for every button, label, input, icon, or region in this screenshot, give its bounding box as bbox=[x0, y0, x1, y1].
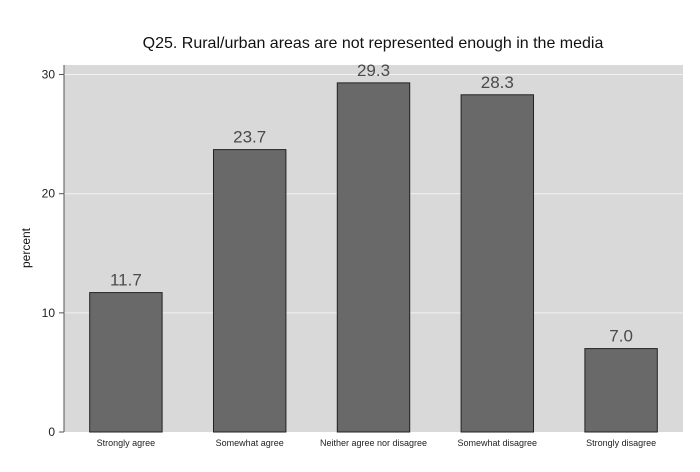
y-tick-label: 20 bbox=[42, 187, 56, 201]
x-tick-label: Somewhat agree bbox=[216, 438, 284, 448]
bar-neither-agree-nor-disagree bbox=[336, 82, 411, 433]
y-axis-title: percent bbox=[19, 227, 33, 268]
value-label: 28.3 bbox=[481, 73, 514, 92]
y-axis-ticks: 0 10 20 30 bbox=[42, 68, 64, 439]
value-label: 23.7 bbox=[233, 128, 266, 147]
chart-title: Q25. Rural/urban areas are not represent… bbox=[143, 35, 604, 52]
bar-somewhat-disagree bbox=[460, 94, 535, 433]
value-label: 7.0 bbox=[609, 327, 633, 346]
x-tick-label: Neither agree nor disagree bbox=[320, 438, 427, 448]
y-tick-label: 0 bbox=[48, 425, 55, 439]
x-tick-label: Strongly disagree bbox=[586, 438, 656, 448]
x-tick-label: Somewhat disagree bbox=[458, 438, 538, 448]
bar-strongly-agree bbox=[89, 292, 163, 433]
value-label: 11.7 bbox=[110, 271, 142, 290]
x-axis-tick-labels: Strongly agree Somewhat agree Neither agre… bbox=[97, 438, 656, 448]
value-labels: 11.7 23.7 29.3 28.3 7.0 bbox=[110, 61, 633, 346]
x-tick-label: Strongly agree bbox=[97, 438, 156, 448]
y-tick-label: 30 bbox=[42, 68, 56, 82]
value-label: 29.3 bbox=[357, 61, 390, 80]
bars bbox=[89, 82, 658, 433]
y-tick-label: 10 bbox=[42, 306, 56, 320]
bar-somewhat-agree bbox=[212, 149, 287, 433]
bar-strongly-disagree bbox=[584, 348, 658, 433]
